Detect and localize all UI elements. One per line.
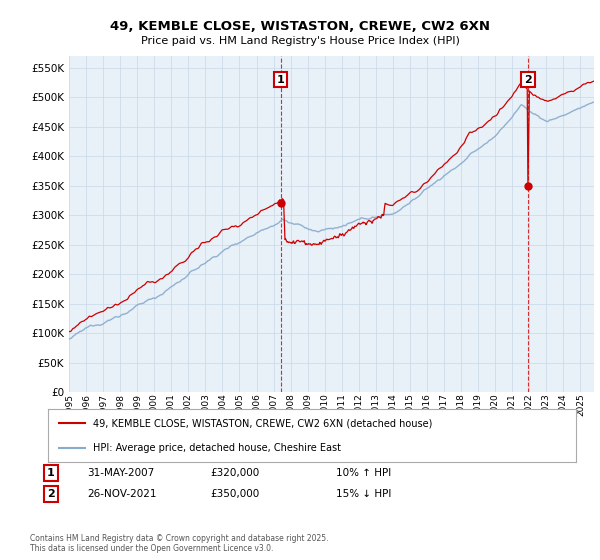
Text: Contains HM Land Registry data © Crown copyright and database right 2025.
This d: Contains HM Land Registry data © Crown c…	[30, 534, 329, 553]
Text: £320,000: £320,000	[210, 468, 259, 478]
Text: Price paid vs. HM Land Registry's House Price Index (HPI): Price paid vs. HM Land Registry's House …	[140, 36, 460, 46]
Text: HPI: Average price, detached house, Cheshire East: HPI: Average price, detached house, Ches…	[93, 442, 341, 452]
Text: £350,000: £350,000	[210, 489, 259, 499]
Text: 1: 1	[47, 468, 55, 478]
Text: 49, KEMBLE CLOSE, WISTASTON, CREWE, CW2 6XN (detached house): 49, KEMBLE CLOSE, WISTASTON, CREWE, CW2 …	[93, 418, 432, 428]
Text: 10% ↑ HPI: 10% ↑ HPI	[336, 468, 391, 478]
Text: 1: 1	[277, 74, 284, 85]
Text: 31-MAY-2007: 31-MAY-2007	[87, 468, 154, 478]
Text: 2: 2	[524, 74, 532, 85]
Text: 49, KEMBLE CLOSE, WISTASTON, CREWE, CW2 6XN: 49, KEMBLE CLOSE, WISTASTON, CREWE, CW2 …	[110, 20, 490, 32]
Text: 15% ↓ HPI: 15% ↓ HPI	[336, 489, 391, 499]
Text: 2: 2	[47, 489, 55, 499]
Text: 26-NOV-2021: 26-NOV-2021	[87, 489, 157, 499]
